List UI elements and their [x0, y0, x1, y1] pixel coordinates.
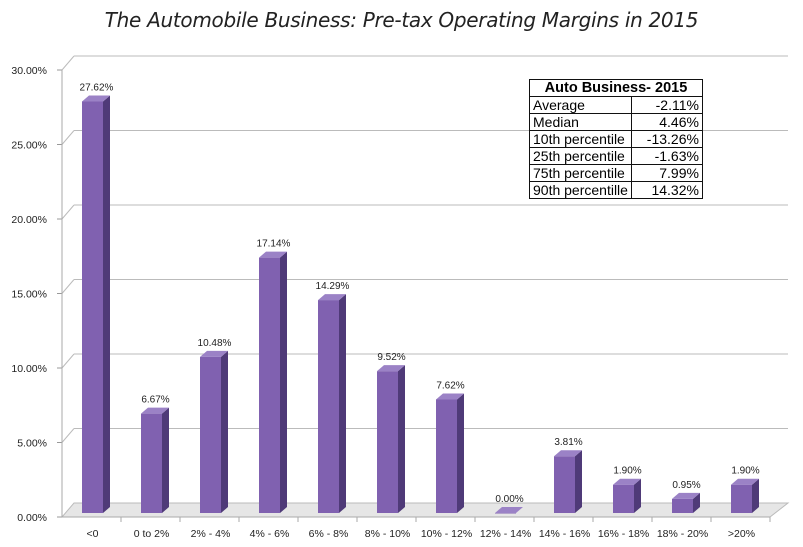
- data-label: 7.62%: [436, 380, 464, 391]
- stats-value: -13.26%: [630, 130, 703, 148]
- chart-title: The Automobile Business: Pre-tax Operati…: [104, 8, 699, 32]
- stats-label: Average: [529, 96, 632, 114]
- y-tick-label: 0.00%: [17, 512, 47, 524]
- y-tick-label: 25.00%: [11, 140, 47, 152]
- x-tick-label: 2% - 4%: [191, 528, 231, 540]
- bar: [318, 300, 339, 513]
- stats-label: 25th percentile: [529, 147, 632, 165]
- bar: [259, 257, 280, 513]
- gridline-slant: [61, 428, 75, 443]
- bar-side: [457, 393, 464, 513]
- bar-side: [221, 350, 228, 513]
- stats-table-header: Auto Business- 2015: [529, 79, 703, 97]
- bar-top: [259, 251, 287, 258]
- bar-side: [103, 95, 110, 513]
- data-label: 0.00%: [495, 494, 523, 505]
- bar-side: [339, 294, 346, 513]
- x-tick-label: 8% - 10%: [365, 528, 411, 540]
- x-tick-label: 14% - 16%: [539, 528, 590, 540]
- bar: [731, 484, 752, 513]
- gridline-slant: [61, 353, 75, 369]
- data-label: 1.90%: [731, 466, 759, 477]
- stats-value: 7.99%: [630, 164, 703, 182]
- stats-row: 10th percentile -13.26%: [529, 130, 703, 148]
- data-label: 6.67%: [141, 395, 169, 406]
- bar-side: [634, 478, 641, 513]
- stats-row: 90th percentille 14.32%: [529, 181, 703, 199]
- bar-top: [318, 294, 346, 301]
- bar: [200, 356, 221, 513]
- bar-top: [613, 478, 641, 485]
- data-label: 1.90%: [613, 466, 641, 477]
- gridline-slant: [61, 55, 75, 71]
- bar-top: [377, 365, 405, 372]
- x-tick-label: 18% - 20%: [657, 528, 708, 540]
- stats-label: 90th percentille: [529, 181, 632, 199]
- stats-label: 10th percentile: [529, 130, 632, 148]
- x-tick-label: 12% - 14%: [480, 528, 531, 540]
- bar-top: [554, 450, 582, 457]
- stats-label: 75th percentile: [529, 164, 632, 182]
- y-tick-label: 15.00%: [11, 289, 47, 301]
- gridline-slant: [61, 204, 75, 220]
- bar: [613, 484, 634, 513]
- stats-row: 25th percentile -1.63%: [529, 147, 703, 165]
- y-tick-label: 20.00%: [11, 214, 47, 226]
- x-tick-label: 0 to 2%: [134, 528, 170, 540]
- bar-side: [693, 492, 700, 513]
- bar-side: [280, 251, 287, 513]
- stats-row: Average -2.11%: [529, 96, 703, 114]
- stats-row: Median 4.46%: [529, 113, 703, 131]
- bar-top: [200, 350, 228, 357]
- bar: [495, 513, 516, 514]
- y-tick-label: 10.00%: [11, 363, 47, 375]
- stats-row: 75th percentile 7.99%: [529, 164, 703, 182]
- bar-side: [752, 478, 759, 513]
- data-label: 0.95%: [672, 480, 700, 491]
- bar-top: [141, 407, 169, 414]
- bar: [554, 456, 575, 513]
- stats-value: 14.32%: [630, 181, 703, 199]
- data-label: 27.62%: [80, 82, 114, 93]
- x-tick-label: 4% - 6%: [250, 528, 290, 540]
- data-label: 3.81%: [554, 437, 582, 448]
- x-tick-label: <0: [87, 528, 99, 540]
- bar: [141, 413, 162, 513]
- bar-side: [162, 407, 169, 513]
- bar-side: [575, 450, 582, 513]
- bar: [436, 399, 457, 513]
- bar-side: [398, 365, 405, 513]
- x-tick-label: 10% - 12%: [421, 528, 472, 540]
- data-label: 14.29%: [316, 281, 350, 292]
- gridline-slant: [61, 279, 75, 294]
- bar-top: [731, 478, 759, 485]
- data-label: 17.14%: [257, 239, 291, 250]
- bar: [82, 101, 103, 513]
- bar-top: [436, 393, 464, 400]
- y-tick-label: 30.00%: [11, 65, 47, 77]
- bar-top: [495, 507, 523, 513]
- stats-value: -2.11%: [630, 96, 703, 114]
- bar-top: [82, 95, 110, 102]
- bar-top: [672, 492, 700, 499]
- x-tick-label: >20%: [728, 528, 755, 540]
- x-tick-label: 16% - 18%: [598, 528, 649, 540]
- bar: [672, 498, 693, 513]
- x-tick-label: 6% - 8%: [309, 528, 349, 540]
- data-label: 9.52%: [377, 352, 405, 363]
- stats-label: Median: [529, 113, 632, 131]
- y-tick-label: 5.00%: [17, 438, 47, 450]
- data-label: 10.48%: [198, 338, 232, 349]
- bar: [377, 371, 398, 513]
- stats-value: 4.46%: [630, 113, 703, 131]
- gridline-slant: [61, 130, 75, 145]
- stats-table: Auto Business- 2015 Average -2.11% Median…: [529, 79, 703, 199]
- stats-value: -1.63%: [630, 147, 703, 165]
